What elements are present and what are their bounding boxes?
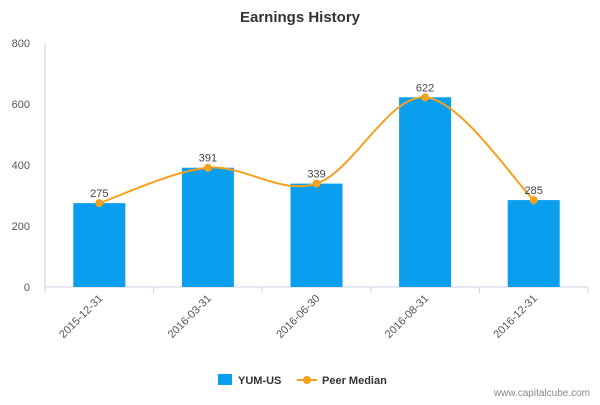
x-tick-label: 2015-12-31 — [57, 293, 105, 341]
x-tick-label: 2016-03-31 — [166, 293, 214, 341]
peer-median-line — [98, 96, 535, 205]
chart-title: Earnings History — [240, 9, 361, 26]
y-tick-label: 800 — [12, 38, 30, 50]
data-label: 622 — [416, 82, 434, 94]
bar-yum-us — [507, 200, 560, 287]
peer-median-point — [421, 93, 430, 102]
bar-yum-us — [399, 97, 452, 287]
x-tick-label: 2016-12-31 — [492, 293, 540, 341]
legend-label-peer-median: Peer Median — [322, 375, 387, 387]
legend-label-yum-us: YUM-US — [238, 375, 281, 387]
bar-yum-us — [290, 183, 343, 287]
legend-marker-peer-median — [303, 376, 311, 384]
data-label: 391 — [199, 153, 217, 165]
y-tick-label: 600 — [12, 99, 30, 111]
data-label: 285 — [525, 185, 543, 197]
bar-yum-us — [181, 167, 234, 287]
x-tick-label: 2016-08-31 — [383, 293, 431, 341]
legend-swatch-yum-us — [218, 374, 232, 385]
data-label: 275 — [90, 188, 108, 200]
peer-median-point — [203, 163, 212, 172]
x-tick-label: 2016-06-30 — [274, 293, 322, 341]
y-tick-label: 400 — [12, 160, 30, 172]
peer-median-point — [312, 179, 321, 188]
bar-yum-us — [73, 203, 126, 287]
peer-median-point — [95, 199, 104, 208]
peer-median-point — [529, 196, 538, 205]
watermark-text: www.capitalcube.com — [493, 388, 590, 399]
data-label: 339 — [307, 169, 325, 181]
y-tick-label: 0 — [24, 282, 30, 294]
y-tick-label: 200 — [12, 221, 30, 233]
